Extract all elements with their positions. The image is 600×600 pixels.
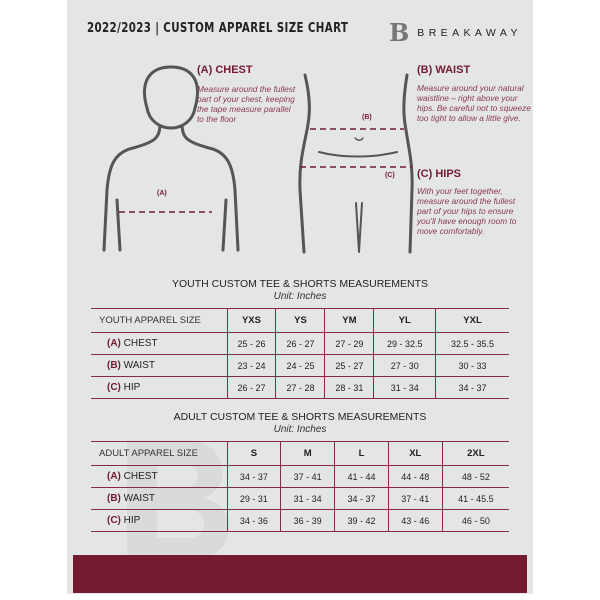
row-label: (A) CHEST xyxy=(91,465,227,488)
table-header-row: YOUTH APPAREL SIZE YXS YS YM YL YXL xyxy=(91,308,509,333)
measurement-cell: 28 - 31 xyxy=(324,376,374,399)
adult-unit: Unit: Inches xyxy=(273,424,327,435)
row-name: WAIST xyxy=(123,493,155,504)
header-cell: YM xyxy=(324,308,374,333)
measurement-cell: 36 - 39 xyxy=(280,509,335,532)
body-illustrations xyxy=(102,65,414,254)
page-title: 2022/2023 | CUSTOM APPAREL SIZE CHART xyxy=(87,20,349,36)
size-chart-page: 2022/2023 | CUSTOM APPAREL SIZE CHART B … xyxy=(67,0,533,594)
youth-unit: Unit: Inches xyxy=(273,291,327,302)
table-row: (A) CHEST 25 - 26 26 - 27 27 - 29 29 - 32.5 3… xyxy=(91,332,509,355)
measurement-cell: 34 - 36 xyxy=(226,509,281,532)
measurement-cell: 34 - 37 xyxy=(334,487,389,510)
measurement-cell: 27 - 29 xyxy=(324,332,374,355)
measurement-cell: 34 - 37 xyxy=(435,376,509,399)
measurement-cell: 25 - 26 xyxy=(226,332,276,355)
measurement-cell: 43 - 46 xyxy=(387,509,443,532)
header-cell: 2XL xyxy=(441,441,509,466)
row-label: (B) WAIST xyxy=(91,487,227,510)
table-row: (C) HIP 26 - 27 27 - 28 28 - 31 31 - 34 34 - … xyxy=(91,376,509,399)
measurement-cell: 29 - 31 xyxy=(226,487,281,510)
header-cell: ADULT APPAREL SIZE xyxy=(91,441,227,466)
measurement-cell: 23 - 24 xyxy=(226,354,276,377)
logo-mark: B xyxy=(389,18,410,47)
header-cell: YXL xyxy=(435,308,509,333)
header-cell: YS xyxy=(275,308,325,333)
hips-title: (C) HIPS xyxy=(417,168,461,180)
row-label: (B) WAIST xyxy=(91,354,227,377)
measurement-cell: 25 - 27 xyxy=(324,354,374,377)
hips-description: With your feet together, measure around … xyxy=(417,186,517,236)
header-cell: L xyxy=(334,441,389,466)
measurement-cell: 31 - 34 xyxy=(373,376,436,399)
table-row: (B) WAIST 23 - 24 24 - 25 25 - 27 27 - 30 30 … xyxy=(91,354,509,377)
adult-size-table: ADULT APPAREL SIZE S M L XL 2XL (A) CHEST 34 - … xyxy=(91,441,509,532)
brand-name: BREAKAWAY xyxy=(417,26,522,39)
row-letter: (B) xyxy=(107,360,121,371)
header-cell: M xyxy=(280,441,335,466)
lower-body-figure xyxy=(298,73,414,254)
measurement-cell: 27 - 28 xyxy=(275,376,325,399)
row-name: HIP xyxy=(123,515,141,526)
row-letter: (C) xyxy=(107,382,121,393)
measurement-cell: 41 - 45.5 xyxy=(441,487,509,510)
table-header-row: ADULT APPAREL SIZE S M L XL 2XL xyxy=(91,441,509,466)
row-letter: (A) xyxy=(107,471,121,482)
brand-logo: B BREAKAWAY xyxy=(389,18,522,47)
waist-title: (B) WAIST xyxy=(417,64,471,76)
measurement-cell: 31 - 34 xyxy=(280,487,335,510)
measurement-cell: 26 - 27 xyxy=(275,332,325,355)
chest-marker: (A) xyxy=(157,190,167,197)
header-cell: S xyxy=(226,441,281,466)
measurement-cell: 32.5 - 35.5 xyxy=(435,332,509,355)
table-row: (C) HIP 34 - 36 36 - 39 39 - 42 43 - 46 46 - … xyxy=(91,509,509,532)
measurement-cell: 46 - 50 xyxy=(441,509,509,532)
table-row: (B) WAIST 29 - 31 31 - 34 34 - 37 37 - 41 41 … xyxy=(91,487,509,510)
measurement-cell: 44 - 48 xyxy=(387,465,443,488)
measurement-cell: 48 - 52 xyxy=(441,465,509,488)
measurement-cell: 30 - 33 xyxy=(435,354,509,377)
chest-title: (A) CHEST xyxy=(197,64,253,76)
measurement-cell: 34 - 37 xyxy=(226,465,281,488)
row-label: (A) CHEST xyxy=(91,332,227,355)
header-cell: XL xyxy=(387,441,443,466)
measurement-cell: 24 - 25 xyxy=(275,354,325,377)
measurement-cell: 39 - 42 xyxy=(334,509,389,532)
table-row: (A) CHEST 34 - 37 37 - 41 41 - 44 44 - 48 48 … xyxy=(91,465,509,488)
measurement-cell: 37 - 41 xyxy=(280,465,335,488)
youth-size-table: YOUTH APPAREL SIZE YXS YS YM YL YXL (A) CHEST 2… xyxy=(91,308,509,399)
chest-description: Measure around the fullest part of your … xyxy=(197,84,296,124)
header-cell: YOUTH APPAREL SIZE xyxy=(91,308,227,333)
row-letter: (C) xyxy=(107,515,121,526)
measurement-cell: 41 - 44 xyxy=(334,465,389,488)
youth-heading: YOUTH CUSTOM TEE & SHORTS MEASUREMENTS xyxy=(171,278,429,290)
footer-band xyxy=(73,555,527,593)
adult-heading: ADULT CUSTOM TEE & SHORTS MEASUREMENTS xyxy=(173,411,427,423)
measurement-cell: 26 - 27 xyxy=(226,376,276,399)
header-cell: YXS xyxy=(226,308,276,333)
row-letter: (A) xyxy=(107,338,121,349)
measurement-cell: 27 - 30 xyxy=(373,354,436,377)
row-name: CHEST xyxy=(123,471,158,482)
waist-description: Measure around your natural waistline – … xyxy=(417,83,531,123)
row-name: WAIST xyxy=(123,360,155,371)
row-label: (C) HIP xyxy=(91,376,227,399)
header-cell: YL xyxy=(373,308,436,333)
row-label: (C) HIP xyxy=(91,509,227,532)
upper-body-figure xyxy=(102,65,240,252)
row-name: CHEST xyxy=(123,338,158,349)
measurement-cell: 37 - 41 xyxy=(387,487,443,510)
measurement-cell: 29 - 32.5 xyxy=(373,332,436,355)
row-letter: (B) xyxy=(107,493,121,504)
row-name: HIP xyxy=(123,382,141,393)
hips-marker: (C) xyxy=(385,172,395,179)
waist-marker: (B) xyxy=(362,114,372,121)
